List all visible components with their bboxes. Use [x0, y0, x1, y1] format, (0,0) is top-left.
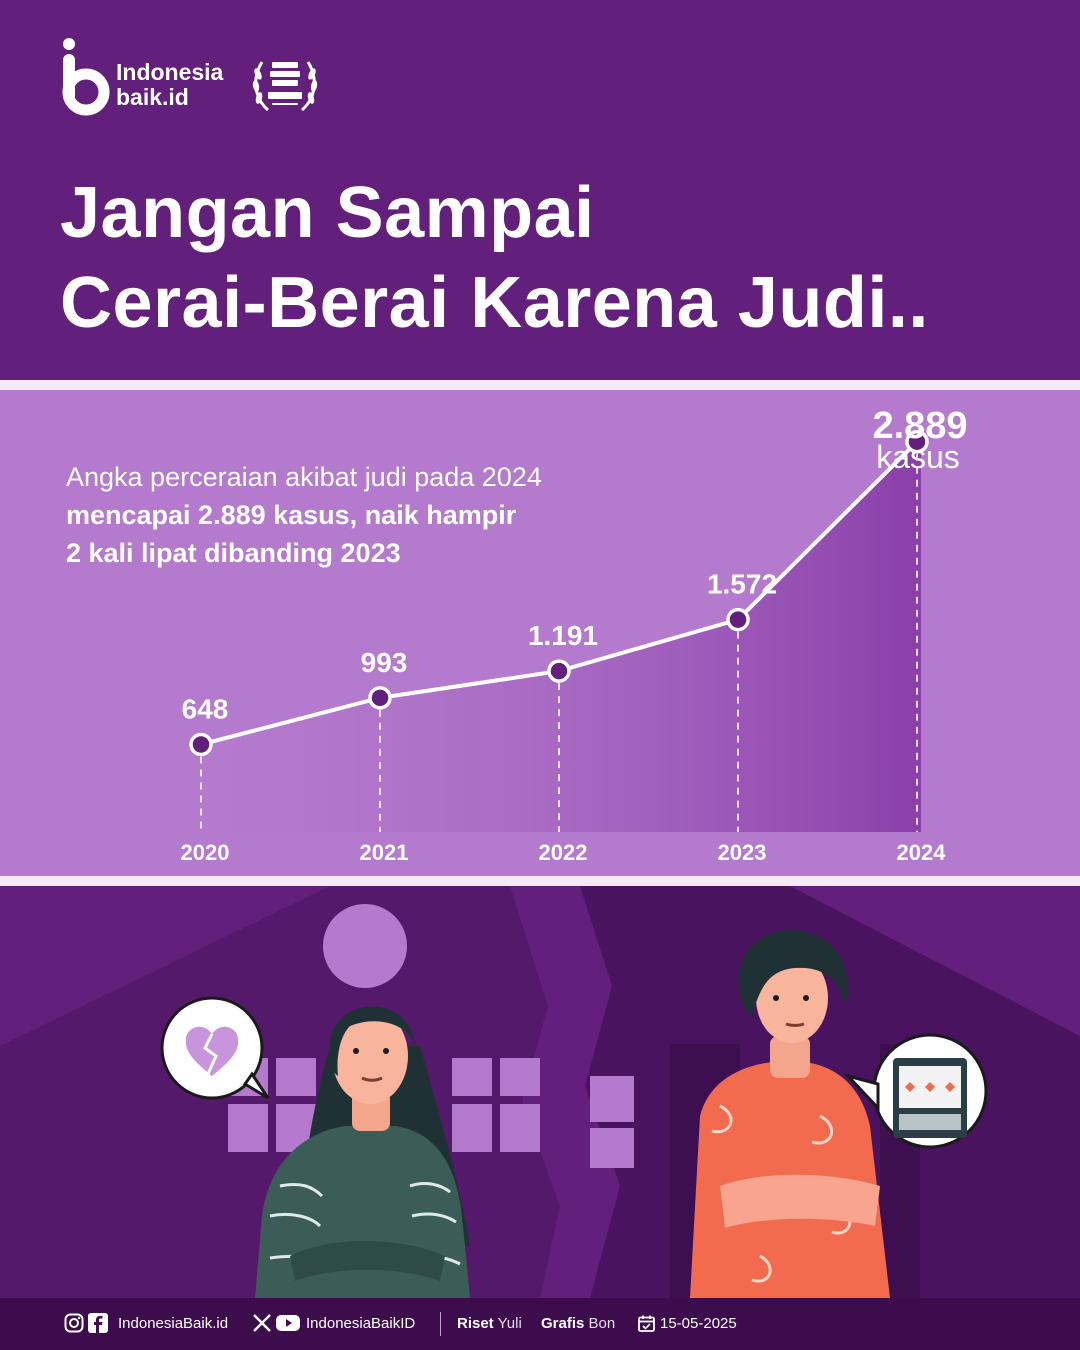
data-point-2022	[547, 659, 571, 683]
riset-name: Yuli	[497, 1315, 522, 1332]
footer-separator	[440, 1312, 441, 1336]
x-tick-2021: 2021	[360, 840, 409, 865]
logo-line-2: baik.id	[116, 84, 189, 110]
indonesiabaik-logo: Indonesia baik.id	[60, 36, 320, 126]
moon-circle	[323, 904, 407, 988]
data-point-2024	[905, 429, 929, 454]
description-line-1: Angka perceraian akibat judi pada 2024	[66, 462, 542, 492]
grafis-label: Grafis	[541, 1315, 585, 1332]
man-figure	[690, 930, 890, 1298]
facebook-icon[interactable]	[88, 1313, 108, 1333]
value-label-2024: 2.889	[872, 405, 967, 447]
broken-heart-bubble	[160, 996, 270, 1100]
grafis-name: Bon	[588, 1315, 616, 1332]
social-handle-2[interactable]: IndonesiaBaikID	[306, 1315, 416, 1332]
bottom-divider	[0, 876, 1080, 886]
value-label-2023: 1.572	[707, 569, 777, 600]
window-middle	[452, 1058, 634, 1168]
x-icon[interactable]	[252, 1313, 272, 1333]
logo-text: Indonesia baik.id	[116, 60, 223, 110]
chart-description: Angka perceraian akibat judi pada 2024 m…	[66, 458, 542, 572]
area-fill	[201, 441, 921, 832]
top-divider	[0, 380, 1080, 390]
title-line-1: Jangan Sampai	[60, 173, 595, 253]
wsis-award-badge	[252, 61, 318, 112]
logo-line-1: Indonesia	[116, 59, 224, 85]
couple-illustration	[0, 886, 1080, 1298]
data-point-2023	[726, 607, 750, 632]
value-label-2021: 993	[361, 647, 408, 678]
description-line-2: mencapai 2.889 kasus, naik hampir	[66, 500, 517, 530]
woman-figure	[255, 1006, 470, 1298]
x-tick-2022: 2022	[539, 840, 588, 865]
data-point-2021	[368, 686, 392, 710]
footer: IndonesiaBaik.id IndonesiaBaikID Riset Y…	[0, 1298, 1080, 1350]
social-handle-1[interactable]: IndonesiaBaik.id	[118, 1315, 229, 1332]
slot-machine-icon	[893, 1058, 967, 1138]
x-tick-2023: 2023	[718, 840, 767, 865]
x-tick-2024: 2024	[897, 840, 947, 865]
slot-machine-bubble	[843, 1033, 988, 1149]
value-label-2020: 648	[182, 693, 229, 724]
calendar-icon	[638, 1315, 655, 1332]
x-tick-2020: 2020	[181, 840, 230, 865]
riset-label: Riset	[457, 1315, 494, 1332]
value-label-2022: 1.191	[528, 620, 598, 651]
publish-date: 15-05-2025	[660, 1315, 737, 1332]
research-credit: Riset Yuli	[457, 1298, 522, 1350]
graphic-credit: Grafis Bon	[541, 1298, 615, 1350]
unit-label: kasus	[876, 439, 960, 475]
youtube-icon[interactable]	[276, 1313, 300, 1333]
title-line-2: Cerai-Berai Karena Judi..	[60, 263, 929, 343]
data-point-2020	[189, 732, 213, 757]
logo-b-icon	[62, 38, 110, 116]
instagram-icon[interactable]	[64, 1313, 84, 1333]
description-line-3: 2 kali lipat dibanding 2023	[66, 538, 401, 568]
page-title: Jangan Sampai Cerai-Berai Karena Judi..	[60, 168, 929, 348]
